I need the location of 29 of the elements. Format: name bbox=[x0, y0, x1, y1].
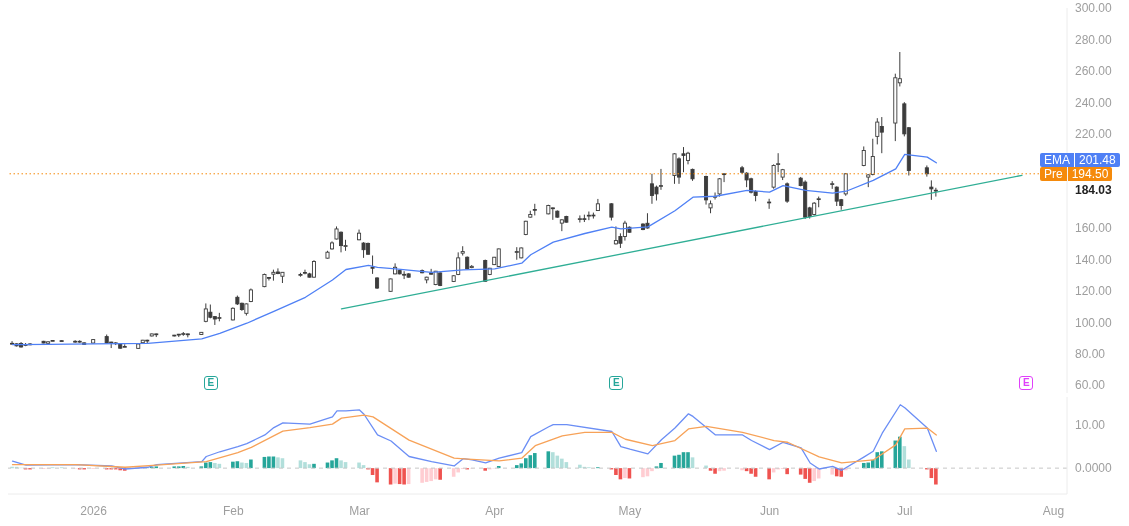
y-tick-label: 100.00 bbox=[1075, 315, 1113, 330]
x-tick-label: 2026 bbox=[80, 503, 108, 518]
y-tick-label: 60.00 bbox=[1075, 378, 1106, 393]
y-tick-label: 300.00 bbox=[1075, 1, 1113, 16]
x-tick-label: Apr bbox=[485, 503, 505, 518]
x-tick-label: Aug bbox=[1042, 503, 1065, 518]
x-tick-label: Jun bbox=[759, 503, 780, 518]
x-tick-label: May bbox=[618, 503, 642, 518]
legend-label: EMA bbox=[1040, 152, 1075, 167]
y-tick-label: 80.00 bbox=[1075, 346, 1106, 361]
y-tick-label: 160.00 bbox=[1075, 221, 1113, 236]
y-tick-label: 120.00 bbox=[1075, 284, 1113, 299]
x-tick-label: Jul bbox=[897, 503, 913, 518]
y-tick-label: 140.00 bbox=[1075, 252, 1113, 267]
text: 194.50 bbox=[1067, 166, 1113, 181]
ref-line-label: Pre bbox=[1040, 166, 1067, 181]
y-tick-label: 10.00 bbox=[1075, 418, 1106, 433]
y-tick-label: 280.00 bbox=[1075, 32, 1113, 47]
y-tick-label: 0.0000 bbox=[1075, 461, 1113, 476]
text: 184.03 bbox=[1075, 183, 1112, 198]
y-tick-label: 240.00 bbox=[1075, 95, 1113, 110]
annotation: E bbox=[1023, 377, 1030, 388]
text: 201.48 bbox=[1075, 152, 1120, 167]
x-tick-label: Feb bbox=[222, 503, 244, 518]
y-tick-label: 220.00 bbox=[1075, 126, 1113, 141]
annotation: E bbox=[207, 377, 215, 388]
x-tick-label: Mar bbox=[349, 503, 370, 518]
annotation: E bbox=[613, 377, 620, 388]
y-tick-label: 260.00 bbox=[1075, 64, 1113, 79]
